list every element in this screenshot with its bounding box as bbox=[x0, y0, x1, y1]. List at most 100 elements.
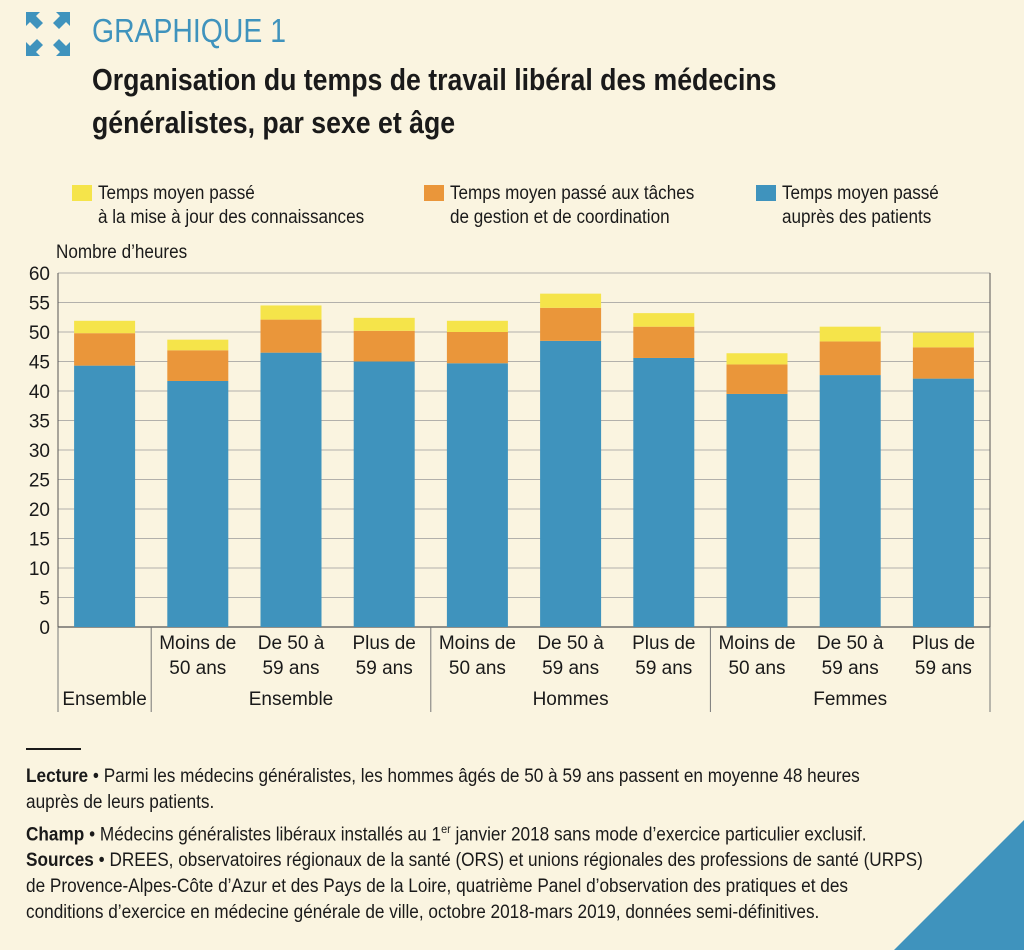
bar-segment-connaissances bbox=[167, 339, 229, 351]
bar-segment-patients bbox=[446, 363, 508, 627]
champ-text: Médecins généralistes libéraux installés… bbox=[99, 824, 442, 846]
stacked-bar-chart: 0 5 10 15 20 25 30 35 40 45 50 55 60 Moins de 50 ans De… bbox=[29, 264, 991, 712]
y-tick-label: 35 bbox=[29, 412, 50, 433]
chart-title-line2: généralistes, par sexe et âge bbox=[92, 105, 456, 140]
bar-segment-gestion bbox=[260, 319, 322, 353]
legend-swatch-patients bbox=[756, 185, 776, 201]
bar-segment-patients bbox=[260, 352, 322, 627]
x-tick-label: Moins de bbox=[718, 633, 795, 654]
lecture-text-cont: auprès de leurs patients. bbox=[26, 792, 215, 813]
bar-segment-connaissances bbox=[446, 320, 508, 332]
y-tick-label: 15 bbox=[29, 530, 50, 551]
x-tick-label: De 50 à bbox=[817, 633, 884, 654]
y-tick-label: 0 bbox=[39, 618, 50, 639]
bar-segment-patients bbox=[726, 393, 788, 627]
bar-segment-gestion bbox=[726, 364, 788, 394]
chart-title: Organisation du temps de travail libéral… bbox=[92, 58, 935, 144]
y-tick-label: 25 bbox=[29, 471, 50, 492]
x-tick-label: 59 ans bbox=[822, 658, 879, 679]
x-tick-label: 59 ans bbox=[262, 658, 319, 679]
bar-segment-connaissances bbox=[74, 320, 136, 334]
bar-segment-patients bbox=[74, 365, 136, 627]
sources-note-cont: conditions d’exercice en médecine généra… bbox=[26, 900, 931, 926]
lecture-text: Parmi les médecins généralistes, les hom… bbox=[103, 766, 860, 787]
bar-segment-patients bbox=[353, 361, 415, 627]
legend-label-line1: Temps moyen passé bbox=[98, 183, 255, 204]
champ-superscript: er bbox=[441, 822, 451, 836]
x-tick-label: 50 ans bbox=[449, 658, 506, 679]
y-tick-label: 45 bbox=[29, 353, 50, 374]
x-tick-label: 59 ans bbox=[542, 658, 599, 679]
x-tick-label: 59 ans bbox=[635, 658, 692, 679]
x-tick-label: Plus de bbox=[912, 633, 975, 654]
x-tick-label: 50 ans bbox=[169, 658, 226, 679]
legend-item-patients: Temps moyen passé auprès des patients bbox=[756, 182, 956, 230]
y-tick-label: 20 bbox=[29, 500, 50, 521]
bar-segment-connaissances bbox=[540, 293, 602, 308]
sources-label: Sources bbox=[26, 850, 94, 872]
lecture-note: Lecture • Parmi les médecins généraliste… bbox=[26, 766, 860, 787]
bar-segment-gestion bbox=[633, 326, 695, 358]
bar-segment-gestion bbox=[446, 332, 508, 364]
corner-decoration bbox=[894, 820, 1024, 950]
group-label: Hommes bbox=[533, 689, 609, 710]
bar-segment-gestion bbox=[74, 333, 136, 366]
notes-divider bbox=[26, 748, 81, 750]
bar-segment-connaissances bbox=[353, 317, 415, 331]
bar-segment-patients bbox=[540, 340, 602, 627]
bar-segment-gestion bbox=[540, 307, 602, 341]
champ-text-end: janvier 2018 sans mode d’exercice partic… bbox=[450, 824, 867, 846]
y-tick-label: 30 bbox=[29, 441, 50, 462]
legend-label-line1: Temps moyen passé aux tâches bbox=[450, 183, 695, 204]
legend-swatch-gestion bbox=[424, 185, 444, 201]
legend-label-line2: à la mise à jour des connaissances bbox=[98, 207, 365, 228]
figure-label: GRAPHIQUE 1 bbox=[92, 12, 286, 49]
bar-segment-connaissances bbox=[260, 305, 322, 320]
sources-text: DREES, observatoires régionaux de la san… bbox=[109, 850, 923, 872]
legend-item-connaissances: Temps moyen passé à la mise à jour des co… bbox=[72, 182, 394, 230]
group-label: Ensemble bbox=[249, 689, 334, 710]
x-tick-label: Plus de bbox=[632, 633, 695, 654]
bar-segment-gestion bbox=[353, 330, 415, 362]
group-label: Femmes bbox=[813, 689, 887, 710]
bar-segment-connaissances bbox=[726, 353, 788, 365]
lecture-note-cont: auprès de leurs patients. bbox=[26, 790, 931, 816]
bar-segment-gestion bbox=[819, 341, 881, 376]
bar-segment-gestion bbox=[167, 350, 229, 381]
legend-item-gestion: Temps moyen passé aux tâches de gestion e… bbox=[424, 182, 721, 230]
sources-text-cont: de Provence-Alpes-Côte d’Azur et des Pay… bbox=[26, 876, 849, 898]
y-tick-label: 5 bbox=[39, 589, 50, 610]
bar-segment-gestion bbox=[912, 347, 974, 379]
x-tick-label: Plus de bbox=[353, 633, 416, 654]
bar-segment-connaissances bbox=[819, 326, 881, 342]
x-tick-label: Moins de bbox=[159, 633, 236, 654]
champ-note: Champ • Médecins généralistes libéraux i… bbox=[26, 822, 867, 846]
x-tick-label: Moins de bbox=[439, 633, 516, 654]
x-tick-label: De 50 à bbox=[258, 633, 325, 654]
x-tick-label: De 50 à bbox=[537, 633, 604, 654]
chart-title-line1: Organisation du temps de travail libéral… bbox=[92, 62, 777, 97]
champ-label: Champ bbox=[26, 824, 85, 846]
sources-text-cont: conditions d’exercice en médecine généra… bbox=[26, 902, 820, 924]
chart-notes: Lecture • Parmi les médecins généraliste… bbox=[26, 764, 1024, 926]
bar-segment-patients bbox=[819, 375, 881, 627]
bar-segment-connaissances bbox=[912, 332, 974, 348]
bar-segment-patients bbox=[167, 380, 229, 627]
sources-note: Sources • DREES, observatoires régionaux… bbox=[26, 850, 923, 872]
bar-segment-patients bbox=[912, 378, 974, 627]
y-tick-label: 50 bbox=[29, 323, 50, 344]
legend-label-line2: de gestion et de coordination bbox=[450, 207, 670, 228]
sources-note-cont: de Provence-Alpes-Côte d’Azur et des Pay… bbox=[26, 874, 931, 900]
legend-label-line1: Temps moyen passé bbox=[782, 183, 939, 204]
lecture-label: Lecture bbox=[26, 766, 89, 787]
y-tick-label: 10 bbox=[29, 559, 50, 580]
x-tick-label: 59 ans bbox=[356, 658, 413, 679]
y-tick-label: 40 bbox=[29, 382, 50, 403]
group-label: Ensemble bbox=[62, 689, 147, 710]
bar-segment-connaissances bbox=[633, 313, 695, 327]
legend-swatch-connaissances bbox=[72, 185, 92, 201]
y-tick-label: 55 bbox=[29, 294, 50, 315]
x-tick-label: 59 ans bbox=[915, 658, 972, 679]
y-tick-label: 60 bbox=[29, 264, 50, 285]
expand-icon bbox=[26, 12, 70, 56]
